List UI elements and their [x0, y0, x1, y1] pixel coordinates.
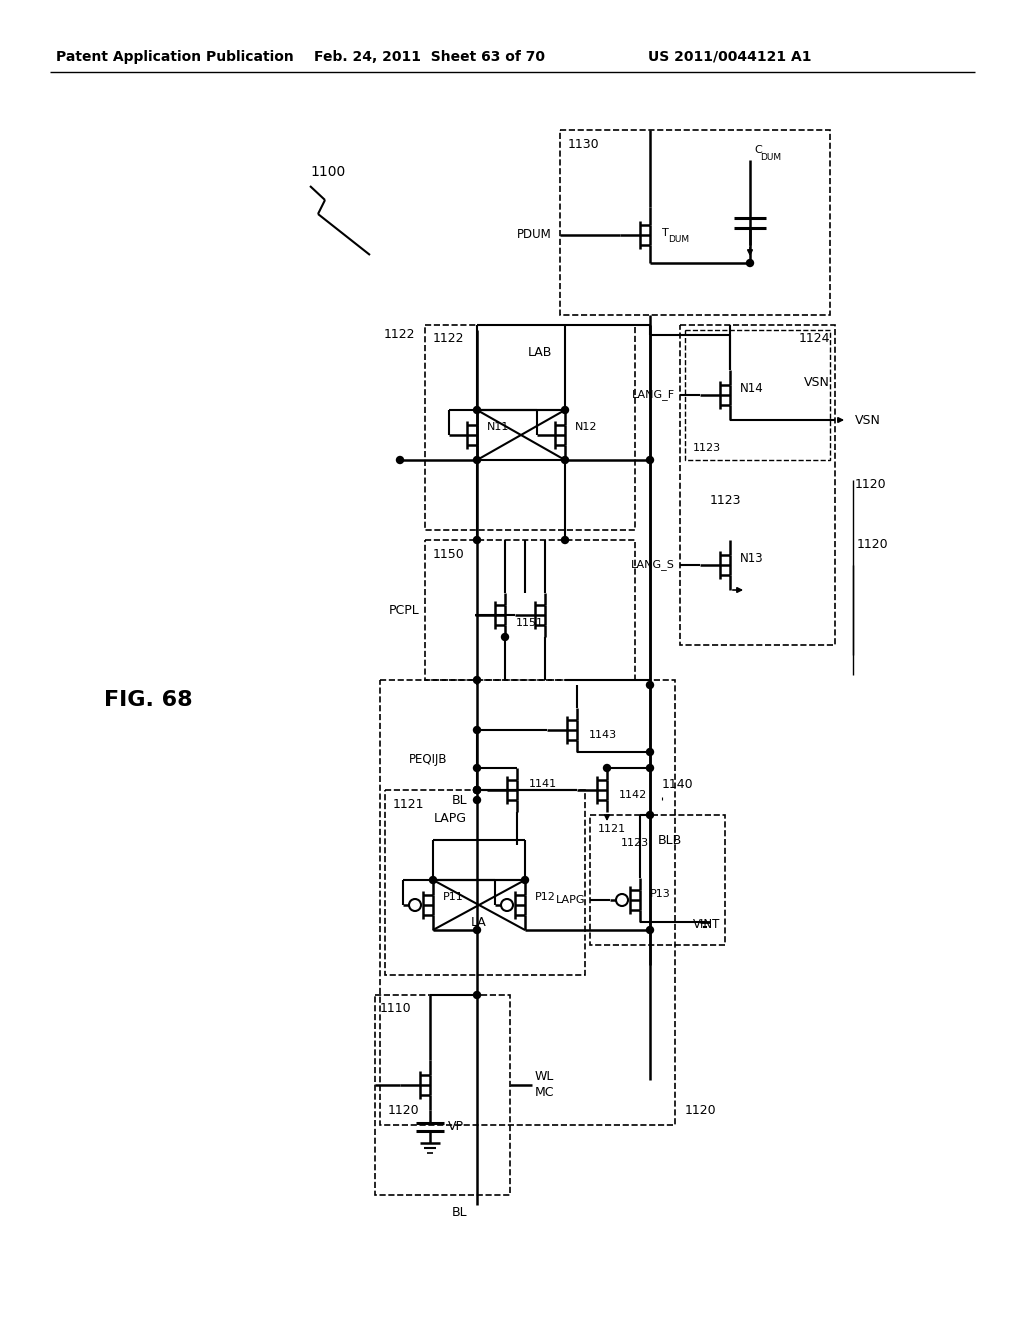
Text: 1124: 1124 — [799, 333, 830, 346]
Bar — [680, 325, 835, 645]
Circle shape — [646, 457, 653, 463]
Text: DUM: DUM — [760, 153, 781, 161]
Text: 1100: 1100 — [310, 165, 345, 180]
Circle shape — [473, 726, 480, 734]
Text: 1120: 1120 — [855, 479, 887, 491]
Text: 1123: 1123 — [621, 838, 649, 847]
Circle shape — [646, 764, 653, 771]
Circle shape — [473, 787, 480, 793]
Text: N13: N13 — [740, 553, 764, 565]
Text: DUM: DUM — [668, 235, 689, 244]
Circle shape — [646, 812, 653, 818]
Text: PCPL: PCPL — [389, 603, 420, 616]
Text: C: C — [754, 145, 762, 154]
Circle shape — [646, 748, 653, 755]
Circle shape — [473, 991, 480, 998]
Text: Patent Application Publication: Patent Application Publication — [56, 50, 294, 63]
Text: PDUM: PDUM — [517, 227, 552, 240]
Circle shape — [603, 764, 610, 771]
Circle shape — [473, 536, 480, 544]
Text: 1120: 1120 — [685, 1105, 717, 1118]
Text: N14: N14 — [740, 383, 764, 396]
Circle shape — [473, 787, 480, 793]
Circle shape — [502, 634, 509, 640]
Bar — [560, 129, 830, 315]
Text: 1130: 1130 — [568, 137, 600, 150]
Circle shape — [429, 876, 436, 883]
Text: BL: BL — [452, 793, 467, 807]
Circle shape — [473, 787, 480, 793]
Text: P13: P13 — [650, 888, 671, 899]
Text: VP: VP — [449, 1121, 464, 1134]
Circle shape — [473, 927, 480, 933]
Text: P12: P12 — [535, 892, 556, 902]
Text: VSN: VSN — [855, 413, 881, 426]
Text: T: T — [662, 228, 669, 238]
Circle shape — [561, 407, 568, 413]
Text: 1120: 1120 — [857, 539, 889, 552]
Text: N12: N12 — [575, 422, 597, 432]
Bar — [425, 540, 635, 680]
Text: 1141: 1141 — [529, 779, 557, 789]
Text: 1110: 1110 — [380, 1002, 412, 1015]
Text: Feb. 24, 2011  Sheet 63 of 70: Feb. 24, 2011 Sheet 63 of 70 — [314, 50, 546, 63]
Circle shape — [396, 457, 403, 463]
Text: 1123: 1123 — [710, 494, 741, 507]
Text: 1123: 1123 — [693, 444, 721, 453]
Circle shape — [646, 927, 653, 933]
Text: 1122: 1122 — [433, 333, 465, 346]
Circle shape — [473, 796, 480, 804]
Text: 1143: 1143 — [589, 730, 617, 741]
Text: 1150: 1150 — [433, 548, 465, 561]
Text: MC: MC — [535, 1085, 555, 1098]
Circle shape — [561, 457, 568, 463]
Circle shape — [521, 876, 528, 883]
Text: LAPG: LAPG — [555, 895, 585, 906]
Circle shape — [473, 764, 480, 771]
Circle shape — [473, 407, 480, 413]
Text: 1121: 1121 — [393, 797, 425, 810]
Bar — [425, 325, 635, 531]
Text: FIG. 68: FIG. 68 — [103, 690, 193, 710]
Circle shape — [646, 681, 653, 689]
Text: 1122: 1122 — [384, 329, 415, 342]
Bar — [380, 680, 675, 1125]
Text: WL: WL — [535, 1069, 554, 1082]
Bar — [385, 789, 585, 975]
Text: LA: LA — [471, 916, 486, 929]
Bar — [685, 330, 830, 459]
Text: LAPG: LAPG — [433, 812, 467, 825]
Text: 1121: 1121 — [598, 824, 626, 834]
Text: BLB: BLB — [658, 833, 682, 846]
Text: 1120: 1120 — [388, 1105, 420, 1118]
Text: 1140: 1140 — [662, 779, 693, 792]
Circle shape — [473, 676, 480, 684]
Text: LANG_F: LANG_F — [632, 389, 675, 400]
Text: BL: BL — [452, 1206, 467, 1220]
Bar — [375, 995, 510, 1195]
Circle shape — [473, 457, 480, 463]
Text: LANG_S: LANG_S — [631, 560, 675, 570]
Text: VSN: VSN — [804, 376, 830, 389]
Text: P11: P11 — [443, 892, 464, 902]
Text: PEQIJB: PEQIJB — [409, 754, 447, 767]
Text: VINT: VINT — [692, 919, 720, 932]
Text: US 2011/0044121 A1: US 2011/0044121 A1 — [648, 50, 812, 63]
Circle shape — [561, 536, 568, 544]
Circle shape — [746, 260, 754, 267]
Text: N11: N11 — [487, 422, 509, 432]
Text: LAB: LAB — [527, 346, 552, 359]
Bar — [590, 814, 725, 945]
Text: 1142: 1142 — [618, 789, 647, 800]
Text: 1151: 1151 — [516, 618, 544, 628]
